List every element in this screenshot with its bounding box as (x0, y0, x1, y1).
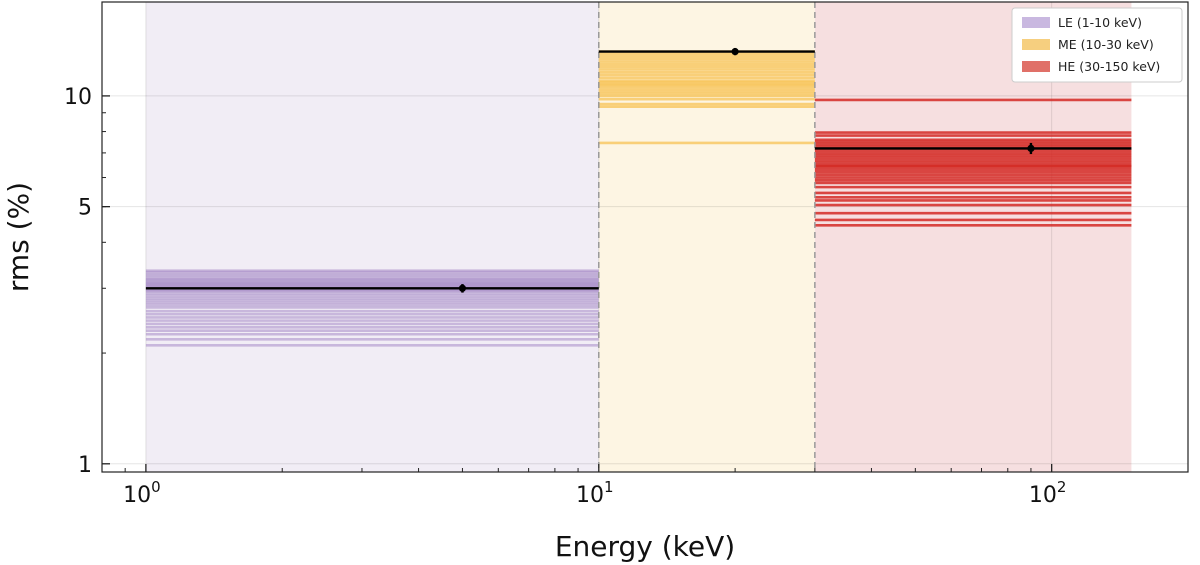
mean-point-band2 (1027, 144, 1035, 152)
observation-lines (145, 50, 1132, 347)
band-mean-points (145, 47, 1132, 293)
x-axis-title: Energy (keV) (555, 530, 735, 563)
band-dividers (598, 2, 816, 472)
legend-swatch-1 (1022, 39, 1050, 50)
y-tick-label-0: 1 (78, 453, 92, 478)
mean-point-band1 (731, 47, 739, 56)
legend-box (1011, 7, 1183, 83)
band-region-0 (145, 2, 599, 472)
legend-label-1: ME (10-30 keV) (1058, 37, 1154, 52)
axis-ticks: 100 101 102 1 5 10 (64, 85, 1066, 508)
y-axis-title: rms (%) (2, 182, 35, 292)
y-tick-label-2: 10 (64, 85, 92, 110)
x-tick-label-1: 101 (576, 478, 614, 508)
legend-swatch-0 (1022, 17, 1050, 28)
mean-point-band0 (458, 284, 467, 292)
legend-label-2: HE (30-150 keV) (1058, 59, 1160, 74)
legend-label-0: LE (1-10 keV) (1058, 15, 1142, 30)
x-tick-label-0: 100 (123, 478, 161, 508)
y-tick-label-1: 5 (78, 196, 92, 221)
legend: LE (1-10 keV) ME (10-30 keV) HE (30-150 ke… (1011, 7, 1183, 83)
legend-swatch-2 (1022, 61, 1050, 72)
x-tick-label-2: 102 (1029, 478, 1067, 508)
plot-frame (101, 1, 1189, 473)
